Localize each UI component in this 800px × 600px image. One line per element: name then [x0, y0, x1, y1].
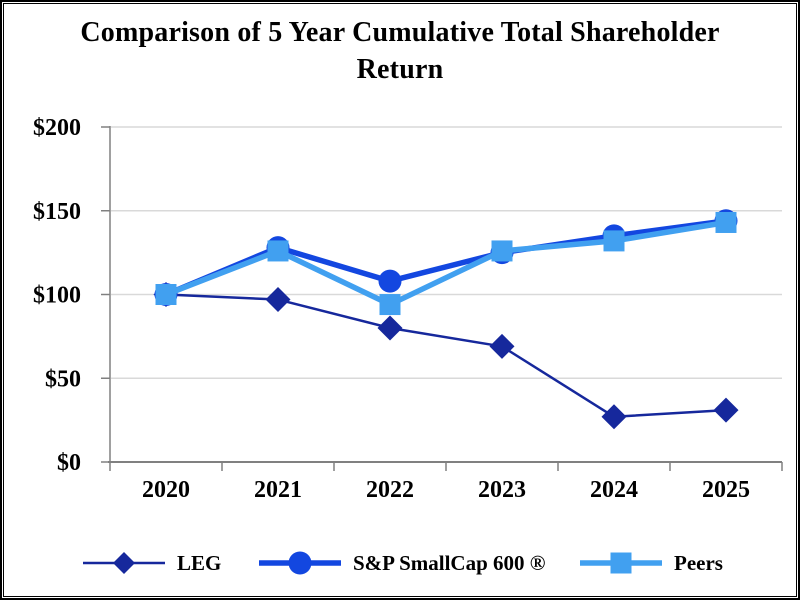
legend-item-peers: Peers [579, 547, 723, 579]
x-tick-label: 2025 [702, 477, 750, 503]
peers-square-marker-icon [580, 552, 662, 574]
y-tick-label: $0 [57, 450, 81, 476]
legend-label-leg: LEG [177, 550, 222, 575]
x-tick-label: 2021 [254, 477, 302, 503]
axis-labels: $0 $50 $100 $150 $200 2020 2021 2022 2023 2024 202… [33, 115, 750, 503]
legend-item-leg: LEG [82, 547, 221, 579]
x-tick-label: 2023 [478, 477, 526, 503]
y-tick-label: $100 [33, 283, 81, 309]
leg-diamond-marker-icon [83, 552, 165, 574]
x-tick-label: 2020 [142, 477, 190, 503]
x-tick-label: 2024 [590, 477, 638, 503]
chart-title: Comparison of 5 Year Cumulative Total Sh… [80, 17, 720, 85]
gridlines [111, 126, 782, 379]
y-tick-label: $200 [33, 115, 81, 141]
series-circle [154, 209, 738, 306]
series-diamond [153, 282, 739, 430]
legend-item-sp-smallcap-600: S&P SmallCap 600 ® [258, 547, 545, 579]
legend-label-sp-smallcap-600: S&P SmallCap 600 ® [353, 550, 546, 575]
sp-circle-marker-icon [259, 551, 341, 575]
y-tick-label: $150 [33, 199, 81, 225]
axes [101, 126, 783, 471]
y-tick-label: $50 [45, 366, 81, 392]
legend-label-peers: Peers [674, 550, 723, 575]
series-square [155, 211, 737, 316]
x-tick-label: 2022 [366, 477, 414, 503]
